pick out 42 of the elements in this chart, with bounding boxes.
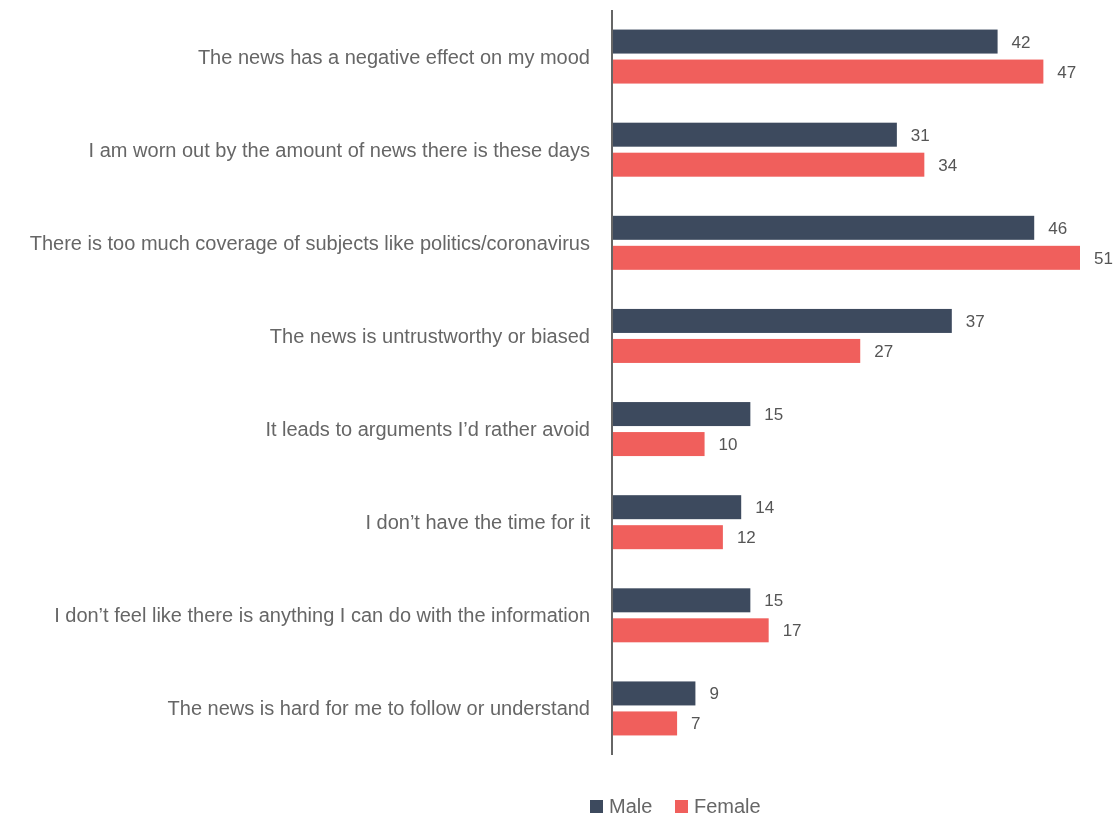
bar <box>613 308 952 333</box>
y-tick-label: The news is untrustworthy or biased <box>269 324 590 347</box>
bar <box>613 618 769 643</box>
bar <box>613 711 678 736</box>
data-label: 46 <box>1048 218 1068 238</box>
data-label: 9 <box>709 684 719 704</box>
bar <box>613 588 751 613</box>
y-tick-label: I don’t feel like there is anything I can do with the information <box>54 604 590 627</box>
legend-label: Male <box>609 795 653 817</box>
data-label: 7 <box>691 714 701 734</box>
bar <box>613 245 1080 270</box>
bar <box>613 525 723 550</box>
data-label: 47 <box>1057 62 1077 82</box>
data-label: 51 <box>1094 248 1113 268</box>
bar <box>613 402 751 427</box>
data-label: 15 <box>764 405 784 425</box>
data-label: 34 <box>938 155 958 175</box>
data-label: 14 <box>755 498 775 518</box>
bar <box>613 215 1035 240</box>
y-tick-label: There is too much coverage of subjects like politics/coronavirus <box>29 231 590 254</box>
data-label: 27 <box>874 341 894 361</box>
bar <box>613 59 1044 84</box>
bar <box>613 338 861 363</box>
bar <box>613 681 696 706</box>
y-tick-label: The news has a negative effect on my mood <box>197 45 590 68</box>
data-label: 10 <box>718 435 738 455</box>
y-tick-label: The news is hard for me to follow or understand <box>167 697 590 720</box>
bar <box>613 122 897 147</box>
y-tick-label: I don’t have the time for it <box>365 511 591 534</box>
y-tick-label: It leads to arguments I’d rather avoid <box>265 418 590 441</box>
bar <box>613 152 925 177</box>
data-label: 15 <box>764 591 784 611</box>
data-label: 42 <box>1011 32 1031 52</box>
bar <box>613 432 705 457</box>
data-label: 37 <box>965 311 985 331</box>
bar <box>613 495 742 520</box>
data-label: 17 <box>782 621 802 641</box>
data-label: 31 <box>910 125 930 145</box>
bar <box>613 29 998 54</box>
y-tick-label: I am worn out by the amount of news there is these days <box>88 138 590 161</box>
legend-label: Female <box>694 795 761 817</box>
data-label: 12 <box>736 528 756 548</box>
